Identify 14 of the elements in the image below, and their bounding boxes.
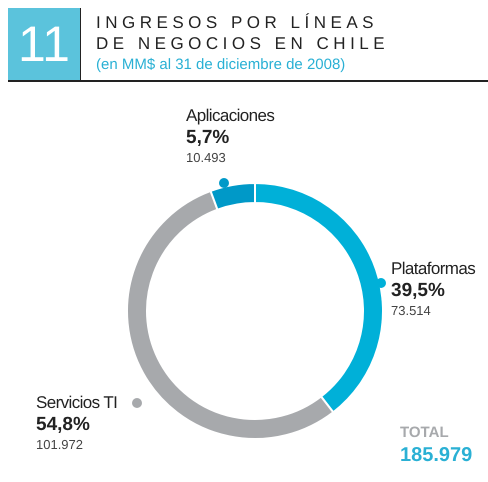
chart-title: INGRESOS POR LÍNEAS DE NEGOCIOS EN CHILE xyxy=(96,12,390,54)
text: TOTAL xyxy=(400,424,449,441)
slice-label: Aplicaciones xyxy=(186,105,274,127)
data-label: 73.514 xyxy=(391,302,432,319)
slice-label: Plataformas xyxy=(391,258,476,280)
chart-subtitle: (en MM$ al 31 de diciembre de 2008) xyxy=(96,56,346,73)
text: 54,8% xyxy=(36,414,90,435)
data-label: 101.972 xyxy=(36,436,84,453)
text: 11 xyxy=(8,8,80,80)
text: 185.979 xyxy=(400,444,472,467)
text: 5,7% xyxy=(186,127,230,148)
text: 39,5% xyxy=(391,280,445,301)
legend-label: Servicios TI xyxy=(36,392,118,414)
data-label: 10.493 xyxy=(186,149,227,166)
